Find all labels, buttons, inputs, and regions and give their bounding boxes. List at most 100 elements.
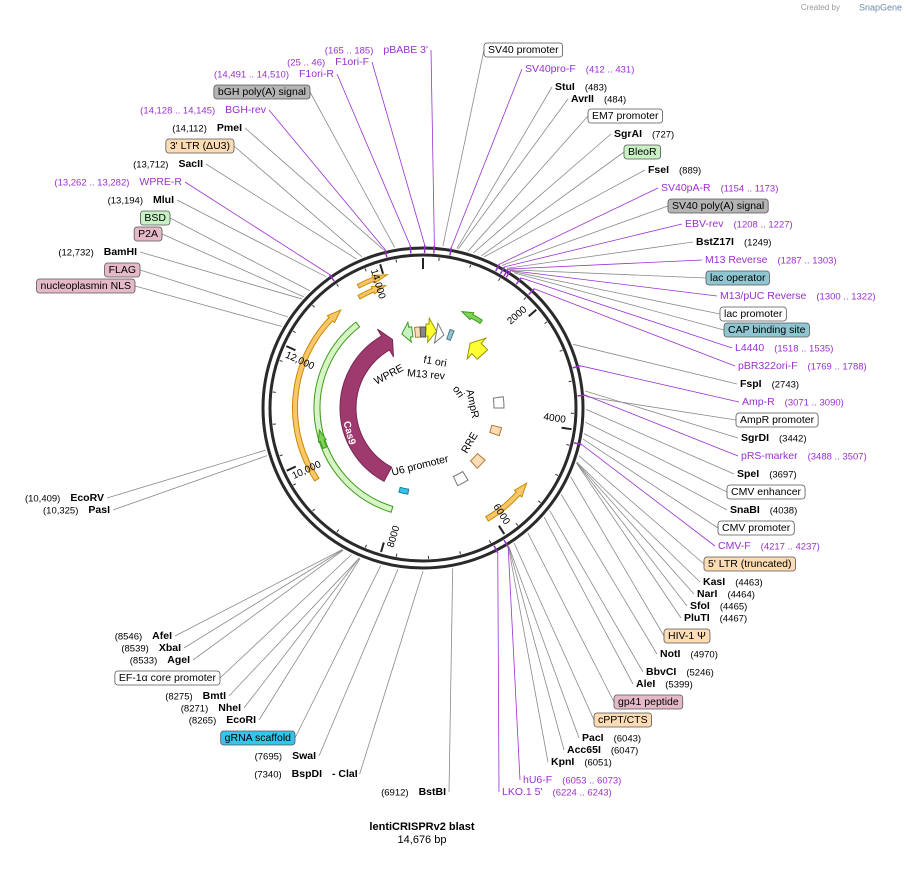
label-name: EBV-rev [685, 218, 724, 230]
enzyme-label: BmtI (8275) [165, 690, 226, 703]
minor-tick [312, 304, 315, 308]
leader-line [205, 163, 357, 260]
feature-arc [489, 424, 503, 437]
feature-arc [460, 310, 483, 325]
label-location: (165 .. 185) [325, 46, 374, 57]
minor-tick [555, 473, 559, 476]
leader-line [580, 365, 740, 403]
label-location: (4970) [690, 650, 717, 661]
primer-label: WPRE-R (13,262 .. 13,282) [54, 176, 182, 189]
primer-label: Amp-R (3071 .. 3090) [742, 396, 844, 409]
primer-mark [495, 263, 501, 272]
leader-line [309, 91, 396, 248]
leader-line [504, 223, 683, 268]
minor-tick [459, 551, 461, 555]
minor-tick [523, 297, 527, 301]
feature-label: CMV enhancer [726, 484, 806, 500]
label-name: Amp-R [742, 396, 775, 408]
enzyme-label: PasI (10,325) [43, 504, 110, 517]
enzyme-label: SwaI (7695) [255, 750, 316, 763]
leader-line [268, 109, 386, 250]
enzyme-label: SgrAI (727) [614, 128, 674, 141]
label-name: hU6-F [523, 774, 552, 786]
primer-label: L4440 (1518 .. 1535) [735, 342, 833, 355]
leader-line [184, 181, 330, 275]
minor-tick [515, 522, 519, 526]
label-location: (5399) [665, 680, 692, 691]
minor-tick [395, 259, 398, 263]
primer-mark [573, 442, 582, 446]
leader-line [520, 277, 733, 349]
leader-line [572, 343, 738, 385]
enzyme-label: FseI (889) [648, 164, 701, 177]
leader-line [513, 542, 595, 721]
feature-box [703, 556, 796, 572]
enzyme-label: SfoI (4465) [690, 600, 747, 613]
label-location: (1518 .. 1535) [774, 344, 833, 355]
feature-name: gRNA scaffold [225, 732, 292, 744]
feature-arc [292, 308, 342, 482]
feature-name: lac operator [710, 272, 766, 284]
leader-line [467, 115, 589, 252]
leader-line [576, 461, 701, 583]
feature-name: P2A [138, 228, 158, 240]
leader-line [585, 396, 737, 421]
feature-label: CMV promoter [717, 520, 795, 536]
enzyme-label: Acc65I (6047) [567, 744, 638, 757]
primer-label: F1ori-R (14,491 .. 14,510) [214, 68, 334, 81]
label-location: (4217 .. 4237) [761, 542, 820, 553]
major-tick [286, 465, 297, 472]
label-location: (8539) [121, 644, 148, 655]
leader-line [294, 565, 382, 739]
feature-box [483, 42, 564, 58]
feature-box [663, 628, 711, 644]
inner-feature-label: RRE [459, 430, 480, 455]
label-location: (8275) [165, 692, 192, 703]
label-location: (6912) [381, 788, 408, 799]
label-name: SnaBI [730, 504, 760, 516]
feature-name: nucleoplasmin NLS [41, 280, 131, 292]
minor-tick [336, 529, 340, 533]
feature-name: bGH poly(A) signal [218, 86, 306, 98]
label-name: BstZ17I [696, 236, 734, 248]
minor-tick [395, 553, 398, 557]
leader-line [174, 549, 343, 637]
primer-label: pBABE 3' (165 .. 185) [325, 44, 428, 57]
feature-box [593, 712, 652, 728]
leader-line [583, 433, 728, 511]
enzyme-label: EcoRI (8265) [189, 714, 256, 727]
feature-name: CAP binding site [728, 324, 806, 336]
feature-name: CMV promoter [722, 522, 791, 534]
leader-line [258, 558, 361, 721]
label-name: SfoI [690, 600, 710, 612]
feature-box [667, 198, 769, 214]
enzyme-label: BamHI (12,732) [58, 246, 137, 259]
label-location: (4463) [735, 578, 762, 589]
feature-box [114, 670, 221, 686]
feature-arc [424, 316, 438, 344]
label-name: FseI [648, 164, 669, 176]
enzyme-label: PacI (6043) [582, 732, 641, 745]
leader-line [442, 49, 485, 247]
minor-tick [292, 483, 297, 486]
feature-name: 3' LTR (ΔU3) [170, 140, 230, 152]
label-location: (4464) [727, 590, 754, 601]
label-location: (12,732) [58, 248, 93, 259]
feature-box [735, 412, 819, 428]
label-location: (8271) [181, 704, 208, 715]
feature-name: BleoR [628, 146, 657, 158]
enzyme-label: SnaBI (4038) [730, 504, 797, 517]
inner-feature-label: f1 ori [423, 354, 448, 370]
primer-mark [499, 266, 506, 275]
feature-name: FLAG [109, 264, 136, 276]
major-tick [285, 345, 296, 352]
leader-line [112, 455, 268, 511]
label-location: (1287 .. 1303) [777, 256, 836, 267]
leader-line [576, 462, 695, 595]
leader-line [457, 98, 569, 250]
feature-arc [433, 321, 445, 345]
label-name: SwaI [292, 750, 316, 762]
label-location: (25 .. 46) [287, 58, 325, 69]
feature-label: bGH poly(A) signal [213, 84, 311, 100]
enzyme-label: PmeI (14,112) [172, 122, 242, 135]
